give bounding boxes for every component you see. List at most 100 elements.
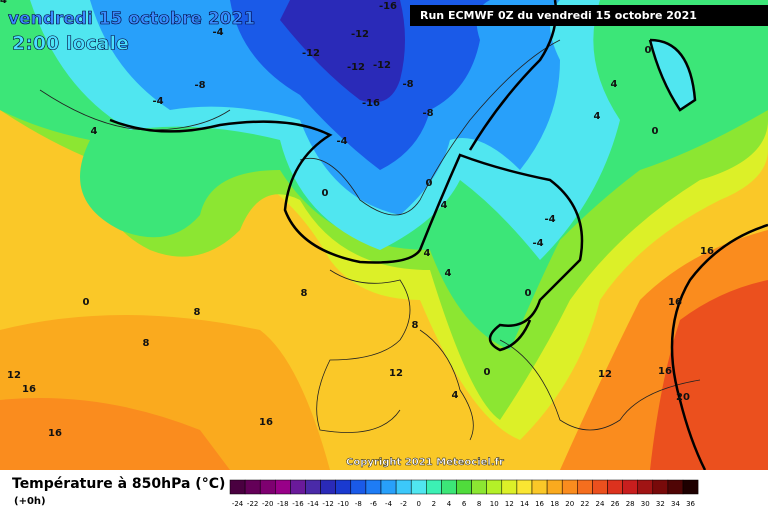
isotherm-label: -12 <box>351 29 369 40</box>
isotherm-label: 4 <box>594 111 601 122</box>
scale-label: 12 <box>505 500 514 508</box>
scale-label: -4 <box>385 500 393 508</box>
isotherm-label: 16 <box>22 384 36 395</box>
scale-label: 30 <box>641 500 650 508</box>
isotherm-labels: -16 -12 -12 -12 -12 -16 -8 -8 -8 -4 -4 -4 -4 -4 4 4 4 4 4 4… <box>0 0 714 439</box>
map-field <box>0 0 768 470</box>
run-info: Run ECMWF 0Z du vendredi 15 octobre 2021 <box>420 9 697 22</box>
isotherm-label: 4 <box>452 390 459 401</box>
scale-swatch <box>441 479 457 495</box>
isotherm-label: 16 <box>700 246 714 257</box>
legend-lead: (+0h) <box>14 496 46 507</box>
isotherm-label: -8 <box>402 79 413 90</box>
isotherm-label: 4 <box>441 200 448 211</box>
scale-label: 6 <box>462 500 467 508</box>
scale-label: 0 <box>417 500 421 508</box>
scale-swatch <box>395 479 412 495</box>
scale-label: 24 <box>595 500 604 508</box>
map-date: vendredi 15 octobre 2021 <box>8 9 255 29</box>
scale-swatch <box>471 479 487 495</box>
scale-label: 16 <box>535 500 544 508</box>
isotherm-label: -12 <box>302 48 320 59</box>
scale-swatch <box>637 479 654 495</box>
copyright: Copyright 2021 Meteociel.fr <box>346 457 504 468</box>
scale-swatch <box>486 479 503 495</box>
isotherm-label: -4 <box>336 136 347 147</box>
scale-label: -6 <box>370 500 378 508</box>
scale-swatch <box>335 479 352 495</box>
scale-swatch <box>275 479 291 495</box>
scale-label: 32 <box>656 500 665 508</box>
hot-isotherm <box>670 223 768 471</box>
scale-label: 4 <box>447 500 452 508</box>
isotherm-label: -4 <box>544 214 555 225</box>
scale-label: -12 <box>322 500 333 508</box>
scale-label: 34 <box>671 500 680 508</box>
isotherm-label: 16 <box>668 297 682 308</box>
isotherm-label: 4 <box>91 126 98 137</box>
isotherm-label: 24 <box>0 0 7 6</box>
isotherm-label: -4 <box>212 27 223 38</box>
isotherm-label: -16 <box>362 98 380 109</box>
scale-swatch <box>501 479 518 495</box>
scale-swatch <box>380 479 397 495</box>
isotherm-label: 0 <box>83 297 90 308</box>
isotherm-label: -12 <box>373 60 391 71</box>
scale-swatch <box>652 479 669 495</box>
isotherm-label: 0 <box>426 178 433 189</box>
isotherm-label: -4 <box>152 96 163 107</box>
color-scale: -24 -22 -20 -18 -16 -14 -12 -10 -8 -6 -4 -2 0 2 4 6 8 10 1… <box>229 479 699 508</box>
scale-label: -8 <box>355 500 362 508</box>
scale-swatch <box>244 479 261 495</box>
map-time: 2:00 locale <box>12 33 129 55</box>
isotherm-label: 0 <box>652 126 659 137</box>
isotherm-label: 8 <box>301 288 308 299</box>
scale-label: 8 <box>477 500 481 508</box>
scale-label: -24 <box>232 500 244 508</box>
scale-label: -20 <box>262 500 273 508</box>
scale-swatch <box>667 479 684 495</box>
scale-swatch <box>516 479 533 495</box>
isotherm-label: 16 <box>658 366 672 377</box>
isotherm-label: 0 <box>322 188 329 199</box>
scale-label: 22 <box>580 500 589 508</box>
scale-swatch <box>561 479 578 495</box>
scale-swatch <box>592 479 608 495</box>
scale-swatch <box>259 479 276 495</box>
scale-label: 28 <box>626 500 635 508</box>
scale-swatch <box>577 479 593 495</box>
isotherm-label: 0 <box>645 45 652 56</box>
scale-swatch <box>410 479 427 495</box>
isotherm-label: 8 <box>412 320 419 331</box>
scale-swatch <box>622 479 638 495</box>
scale-swatch <box>305 479 321 495</box>
isotherm-label: -4 <box>532 238 543 249</box>
scale-label: 36 <box>686 500 695 508</box>
scale-label: 2 <box>432 500 436 508</box>
isotherm-label: 4 <box>611 79 618 90</box>
scale-label: -14 <box>307 500 319 508</box>
scale-swatch <box>320 479 336 495</box>
isotherm-label: 0 <box>484 367 491 378</box>
scale-swatch <box>426 479 442 495</box>
scale-swatch <box>456 479 472 495</box>
scale-swatch <box>365 479 382 495</box>
isotherm-label: -8 <box>194 80 205 91</box>
scale-swatch <box>546 479 563 495</box>
isotherm-label: 8 <box>194 307 201 318</box>
run-box <box>410 5 768 26</box>
isotherm-label: -12 <box>347 62 365 73</box>
scale-swatch <box>350 479 367 495</box>
isotherm-label: -16 <box>379 1 397 12</box>
scale-label: 26 <box>611 500 620 508</box>
scale-swatch <box>607 479 623 495</box>
isotherm-label: 20 <box>676 392 690 403</box>
isotherm-label: 12 <box>389 368 403 379</box>
scale-label: 20 <box>565 500 574 508</box>
scale-label: 18 <box>550 500 559 508</box>
scale-label: 10 <box>490 500 499 508</box>
scale-swatch <box>682 479 699 495</box>
isotherm-label: 16 <box>48 428 62 439</box>
isotherm-label: 12 <box>7 370 21 381</box>
isotherm-label: 0 <box>525 288 532 299</box>
